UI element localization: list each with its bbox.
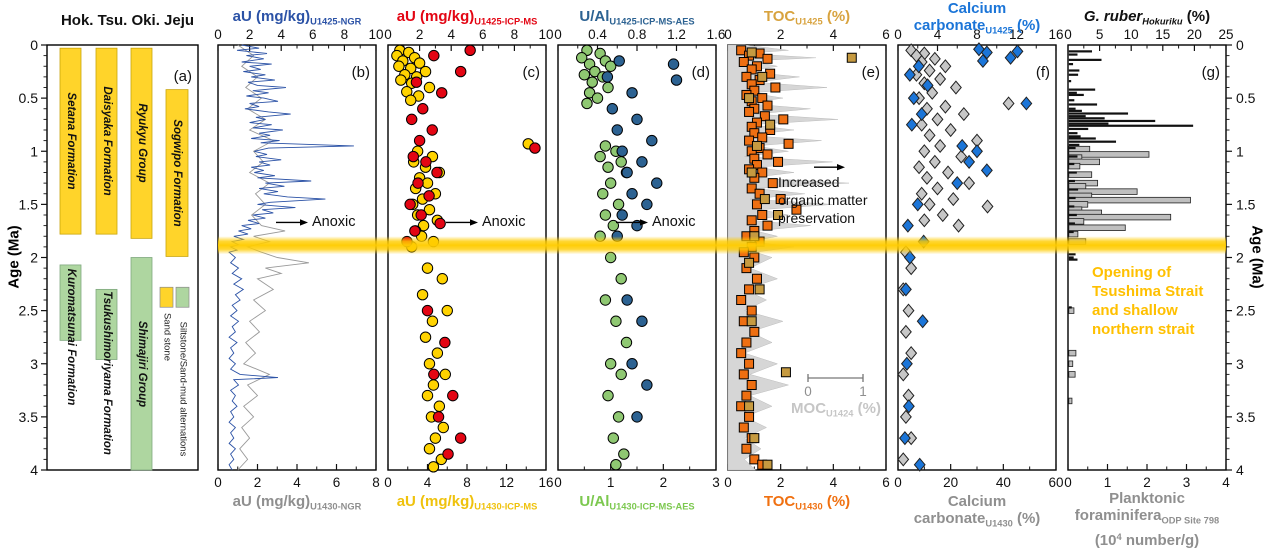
svg-text:2.5: 2.5 <box>19 303 39 319</box>
svg-text:20: 20 <box>1187 27 1202 42</box>
svg-text:2: 2 <box>1143 475 1151 490</box>
svg-text:16: 16 <box>1048 27 1063 42</box>
svg-text:0: 0 <box>384 475 392 490</box>
svg-text:25: 25 <box>1218 27 1233 42</box>
svg-text:4: 4 <box>424 475 432 490</box>
svg-text:2: 2 <box>30 250 38 266</box>
svg-text:15: 15 <box>1155 27 1170 42</box>
formation-bar-setana-formation <box>59 47 82 235</box>
svg-text:60: 60 <box>1048 475 1063 490</box>
svg-text:2: 2 <box>777 27 785 42</box>
svg-text:4: 4 <box>447 27 455 42</box>
svg-text:1.6: 1.6 <box>707 27 726 42</box>
svg-text:2: 2 <box>777 475 785 490</box>
svg-text:2: 2 <box>660 475 668 490</box>
svg-text:4: 4 <box>277 27 285 42</box>
legend-swatch-sand-stone <box>159 286 174 308</box>
panel-e-series <box>727 44 857 471</box>
formation-bar-sogwipo-formation <box>165 89 189 257</box>
svg-text:10: 10 <box>1124 27 1139 42</box>
panel-b-series <box>228 44 354 471</box>
svg-text:0: 0 <box>1064 475 1072 490</box>
svg-text:3: 3 <box>1236 356 1244 372</box>
svg-text:0.5: 0.5 <box>19 90 39 106</box>
svg-text:6: 6 <box>882 475 890 490</box>
svg-text:12: 12 <box>499 475 514 490</box>
svg-text:2: 2 <box>254 475 262 490</box>
svg-text:2: 2 <box>416 27 424 42</box>
panel-d-series <box>576 44 683 471</box>
svg-text:1: 1 <box>607 475 615 490</box>
svg-text:5: 5 <box>1096 27 1104 42</box>
svg-text:1.5: 1.5 <box>19 196 39 212</box>
svg-text:8: 8 <box>341 27 349 42</box>
svg-text:4: 4 <box>30 462 38 478</box>
svg-text:10: 10 <box>368 27 383 42</box>
formation-bar-kuromatsunai-formation <box>59 264 82 341</box>
svg-text:0: 0 <box>724 27 732 42</box>
svg-text:4: 4 <box>1222 475 1230 490</box>
svg-text:3: 3 <box>1183 475 1191 490</box>
formation-bar-tsukushimoriyama-formation <box>95 288 118 360</box>
svg-text:0.5: 0.5 <box>1236 90 1256 106</box>
svg-text:12: 12 <box>1009 27 1024 42</box>
formation-bar-shimajiri-group <box>130 257 153 471</box>
panel-g-series <box>1068 50 1194 405</box>
svg-text:16: 16 <box>538 475 553 490</box>
svg-text:0: 0 <box>894 27 902 42</box>
svg-text:8: 8 <box>463 475 471 490</box>
svg-text:0: 0 <box>214 475 222 490</box>
svg-text:3.5: 3.5 <box>19 409 39 425</box>
svg-text:6: 6 <box>882 27 890 42</box>
svg-text:0: 0 <box>554 27 562 42</box>
svg-text:0.4: 0.4 <box>588 27 607 42</box>
series-aU U1430-NGR <box>237 44 309 471</box>
svg-text:2.5: 2.5 <box>1236 303 1256 319</box>
legend-swatch-siltstone-sand-mud-alternations <box>175 286 190 308</box>
svg-text:4: 4 <box>1236 462 1244 478</box>
formation-bar-ryukyu-group <box>130 47 153 239</box>
svg-text:10: 10 <box>538 27 553 42</box>
svg-text:8: 8 <box>973 27 981 42</box>
svg-text:20: 20 <box>943 475 958 490</box>
svg-text:0: 0 <box>894 475 902 490</box>
svg-text:1.5: 1.5 <box>1236 196 1256 212</box>
svg-text:8: 8 <box>511 27 519 42</box>
svg-text:0: 0 <box>554 475 562 490</box>
svg-text:1: 1 <box>1104 475 1112 490</box>
svg-text:6: 6 <box>479 27 487 42</box>
svg-text:1.2: 1.2 <box>667 27 686 42</box>
svg-text:8: 8 <box>372 475 380 490</box>
svg-text:4: 4 <box>293 475 301 490</box>
svg-text:0: 0 <box>804 384 812 399</box>
svg-text:0: 0 <box>214 27 222 42</box>
svg-text:0.8: 0.8 <box>628 27 647 42</box>
svg-text:0: 0 <box>1236 37 1244 53</box>
svg-text:0: 0 <box>384 27 392 42</box>
svg-text:3.5: 3.5 <box>1236 409 1256 425</box>
panel-f-series <box>897 42 1033 472</box>
svg-text:1: 1 <box>859 384 867 399</box>
event-band <box>218 236 1226 255</box>
svg-text:40: 40 <box>996 475 1011 490</box>
svg-text:4: 4 <box>830 475 838 490</box>
svg-text:3: 3 <box>712 475 720 490</box>
svg-text:2: 2 <box>246 27 254 42</box>
svg-text:6: 6 <box>333 475 341 490</box>
svg-text:1: 1 <box>1236 143 1244 159</box>
svg-text:2: 2 <box>1236 250 1244 266</box>
svg-text:0: 0 <box>30 37 38 53</box>
svg-text:6: 6 <box>309 27 317 42</box>
formation-bar-daisyaka-formation <box>95 47 118 235</box>
svg-text:3: 3 <box>30 356 38 372</box>
svg-text:1: 1 <box>30 143 38 159</box>
series-aU U1425-NGR <box>228 44 354 471</box>
svg-text:0: 0 <box>1064 27 1072 42</box>
svg-text:0: 0 <box>724 475 732 490</box>
svg-text:4: 4 <box>934 27 942 42</box>
svg-text:4: 4 <box>830 27 838 42</box>
